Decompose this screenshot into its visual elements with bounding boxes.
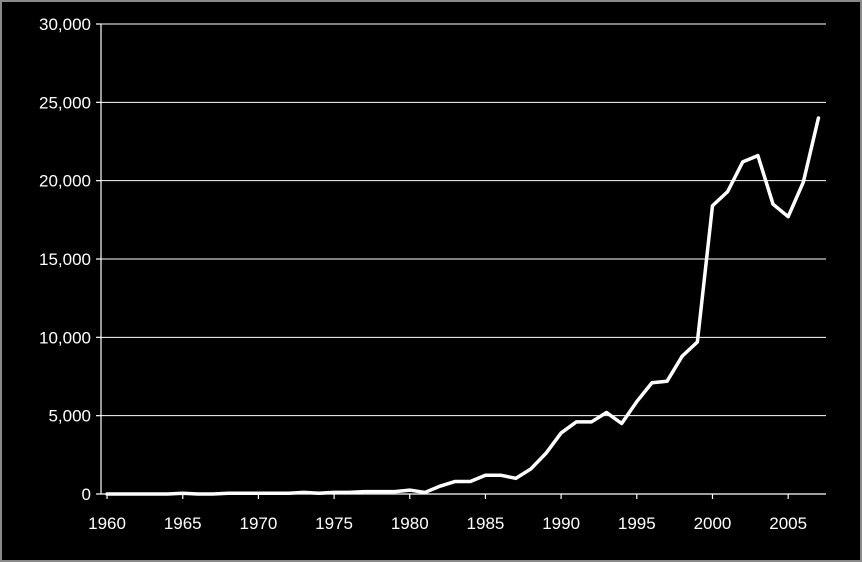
y-tick-label-2: 10,000 <box>39 328 91 347</box>
y-tick-label-3: 15,000 <box>39 250 91 269</box>
data-point-2003 <box>756 154 760 157</box>
y-tick-label-0: 0 <box>82 485 91 504</box>
data-point-1967 <box>211 492 215 496</box>
data-point-1969 <box>242 492 245 495</box>
data-point-1994 <box>620 422 623 425</box>
y-tick-label-5: 25,000 <box>39 93 91 112</box>
data-point-1977 <box>363 490 366 493</box>
data-point-1993 <box>605 411 608 414</box>
data-point-2004 <box>771 202 775 206</box>
data-point-1998 <box>681 354 684 358</box>
data-point-1996 <box>650 381 654 384</box>
data-point-2002 <box>741 160 744 164</box>
y-tick-label-6: 30,000 <box>39 15 91 34</box>
data-point-1984 <box>469 480 472 483</box>
data-point-1986 <box>499 474 502 477</box>
data-point-1973 <box>302 491 306 494</box>
x-tick-label-3: 1975 <box>315 514 353 533</box>
data-point-1995 <box>635 400 639 403</box>
data-point-2005 <box>786 215 790 218</box>
data-point-1963 <box>151 492 154 496</box>
data-point-1983 <box>453 480 457 483</box>
data-point-1975 <box>332 491 336 494</box>
data-point-1965 <box>181 492 184 495</box>
data-point-2000 <box>711 204 714 207</box>
data-point-1992 <box>590 420 593 424</box>
data-point-2007 <box>817 116 820 120</box>
x-tick-label-5: 1985 <box>467 514 505 533</box>
x-tick-label-2: 1970 <box>239 514 277 533</box>
data-point-1966 <box>196 492 200 496</box>
data-point-1988 <box>529 467 533 471</box>
data-point-1968 <box>226 492 230 495</box>
data-point-1999 <box>696 340 699 344</box>
data-point-2001 <box>726 190 729 193</box>
data-point-1982 <box>438 484 442 488</box>
data-point-1960 <box>105 492 109 496</box>
data-point-2006 <box>802 181 805 184</box>
data-point-1991 <box>575 420 578 424</box>
data-point-1964 <box>166 492 169 496</box>
data-point-1972 <box>287 492 290 495</box>
data-point-1981 <box>423 491 427 494</box>
x-tick-label-6: 1990 <box>542 514 580 533</box>
data-point-1978 <box>378 490 381 493</box>
data-point-1997 <box>665 380 669 383</box>
data-point-1990 <box>559 431 563 435</box>
x-tick-label-7: 1995 <box>618 514 656 533</box>
x-tick-label-0: 1960 <box>88 514 126 533</box>
x-tick-label-8: 2000 <box>694 514 732 533</box>
y-tick-label-4: 20,000 <box>39 172 91 191</box>
data-point-1985 <box>484 474 487 477</box>
x-tick-label-9: 2005 <box>769 514 807 533</box>
series-line-0 <box>105 116 821 496</box>
x-tick-label-1: 1965 <box>164 514 202 533</box>
data-point-1989 <box>544 452 548 455</box>
data-point-1976 <box>348 491 351 494</box>
x-tick-label-4: 1980 <box>391 514 429 533</box>
y-tick-label-1: 5,000 <box>48 407 91 426</box>
data-point-1974 <box>317 492 321 495</box>
data-point-1971 <box>272 492 275 495</box>
data-point-1980 <box>408 488 411 492</box>
data-point-1961 <box>120 492 124 496</box>
data-point-1987 <box>514 477 517 480</box>
data-point-1962 <box>136 492 139 496</box>
data-point-1979 <box>393 490 396 493</box>
data-point-1970 <box>257 492 260 495</box>
